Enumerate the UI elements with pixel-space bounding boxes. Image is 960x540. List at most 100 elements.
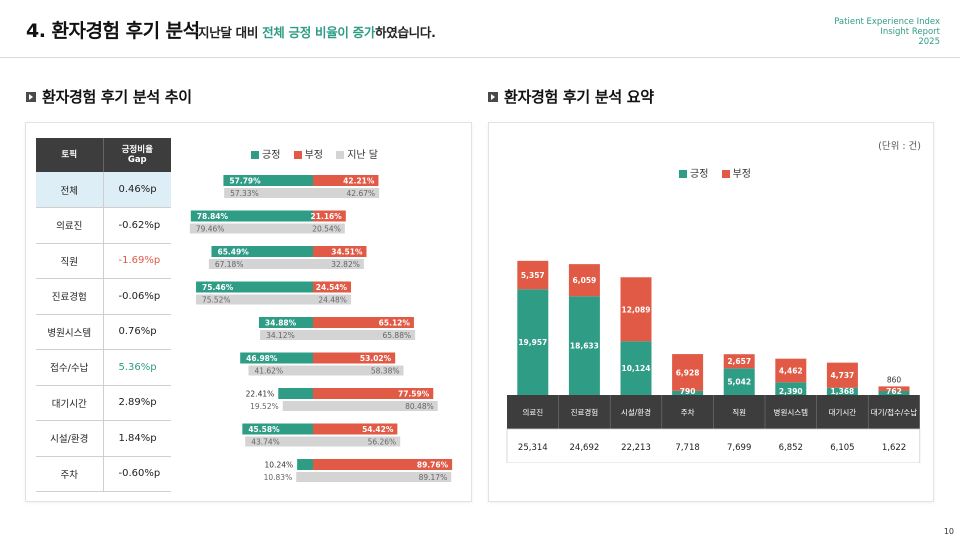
trend-bar-previous-positive <box>260 330 313 340</box>
gap-topic-cell: 전체 <box>36 172 104 208</box>
trend-bar-negative <box>313 210 346 222</box>
right-section-title: 환자경험 후기 분석 요약 <box>488 86 654 107</box>
summary-bar-negative <box>517 260 549 290</box>
summary-bar-negative <box>723 354 755 369</box>
summary-label-negative: 4,737 <box>831 371 855 380</box>
summary-total-value: 24,692 <box>570 443 600 453</box>
trend-bar-negative <box>313 352 396 364</box>
summary-label-negative: 4,462 <box>779 367 803 376</box>
gap-value-cell: 0.76%p <box>103 314 171 350</box>
trend-bar-previous-negative <box>313 188 380 198</box>
gap-topic-cell: 시설/환경 <box>36 420 104 457</box>
summary-legend-negative-swatch <box>721 170 730 178</box>
trend-bar-previous-positive <box>296 472 313 482</box>
trend-bar-previous-positive <box>224 188 313 198</box>
trend-label-previous-positive: 57.33% <box>230 189 259 198</box>
trend-label-negative: 89.76% <box>417 461 449 470</box>
trend-bar-negative <box>313 317 414 328</box>
gap-topic-cell: 진료경험 <box>36 278 104 315</box>
trend-bar-previous-positive <box>189 223 313 234</box>
trend-bar-previous-positive <box>195 294 313 305</box>
summary-bar-positive <box>723 368 755 395</box>
summary-bar-positive <box>620 341 652 395</box>
trend-bar-previous-negative <box>313 330 416 340</box>
trend-label-previous-positive: 79.46% <box>196 225 225 234</box>
legend-previous-label: 지난 달 <box>347 150 378 161</box>
page-subtitle: 지난달 대비 전체 긍정 비율이 증가하였습니다. <box>198 22 436 41</box>
trend-bar-previous-negative <box>313 472 452 482</box>
trend-bar-positive <box>242 423 313 435</box>
page-header: 4. 환자경험 후기 분석 지난달 대비 전체 긍정 비율이 증가하였습니다. … <box>0 0 960 58</box>
trend-label-previous-negative: 56.26% <box>368 438 397 447</box>
summary-table-totals-row <box>506 428 921 463</box>
trend-bar-negative <box>313 459 453 470</box>
brand-line-1: Patient Experience Index <box>834 17 940 27</box>
gap-value-cell: -0.06%p <box>103 278 171 315</box>
summary-category-label: 대기시간 <box>829 407 857 417</box>
gap-table-row: 시설/환경 1.84%p <box>36 420 171 457</box>
legend-positive-swatch <box>251 151 259 159</box>
summary-label-positive: 5,042 <box>727 378 751 387</box>
summary-total-value: 25,314 <box>518 443 548 453</box>
gap-topic-cell: 대기시간 <box>36 385 104 421</box>
summary-category-label: 시설/환경 <box>621 407 651 417</box>
subtitle-post: 하였습니다. <box>375 25 436 40</box>
gap-value-cell: -1.69%p <box>103 243 171 279</box>
legend-positive-label: 긍정 <box>262 150 281 161</box>
section-bullet-icon <box>26 92 36 102</box>
trend-bar-previous-positive <box>208 259 313 269</box>
gap-topic-cell: 의료진 <box>36 207 104 244</box>
page-title: 4. 환자경험 후기 분석 <box>26 20 200 42</box>
gap-table-row: 의료진 -0.62%p <box>36 207 171 244</box>
trend-bar-previous-positive <box>245 436 313 447</box>
summary-category-label: 주차 <box>681 408 695 417</box>
gap-value-cell: -0.60%p <box>103 456 171 492</box>
gap-value-cell: -0.62%p <box>103 207 171 244</box>
trend-bar-previous-negative <box>313 436 401 447</box>
section-bullet-icon <box>488 92 498 102</box>
legend-negative-swatch <box>293 151 302 159</box>
trend-bar-negative <box>313 175 379 186</box>
unit-label: (단위 : 건) <box>878 141 921 152</box>
trend-label-previous-negative: 24.48% <box>318 296 347 305</box>
trend-label-previous-positive: 10.83% <box>264 473 293 482</box>
summary-label-negative: 5,357 <box>521 271 545 280</box>
trend-label-positive: 65.49% <box>217 248 249 257</box>
trend-label-previous-positive: 43.74% <box>251 438 280 447</box>
right-section-title-text: 환자경험 후기 분석 요약 <box>504 88 654 106</box>
trend-bar-negative <box>313 281 352 293</box>
gap-table-row: 직원 -1.69%p <box>36 243 171 279</box>
trend-label-negative: 34.51% <box>331 248 363 257</box>
trend-label-negative: 65.12% <box>379 319 411 328</box>
gap-topic-cell: 직원 <box>36 243 104 279</box>
summary-bar-positive <box>672 390 704 395</box>
gap-table-row: 접수/수납 5.36%p <box>36 349 171 386</box>
summary-chart: 19,957 5,357 18,633 6,059 10,124 12,089 790 6,9… <box>506 260 921 463</box>
gap-value-cell: 5.36%p <box>103 349 171 386</box>
summary-bar-negative <box>620 277 652 342</box>
page-number: 10 <box>943 527 954 536</box>
summary-bar-negative <box>568 264 600 297</box>
summary-legend: 긍정 부정 <box>679 165 761 180</box>
summary-label-negative: 2,657 <box>727 357 751 366</box>
gap-table-row: 대기시간 2.89%p <box>36 385 171 421</box>
gap-topic-cell: 병원시스템 <box>36 314 104 350</box>
trend-chart: 57.79% 42.21% 57.33% 42.67% 78.84% 21.16% 79.4… <box>189 175 453 482</box>
trend-label-previous-positive: 41.62% <box>254 367 283 376</box>
trend-label-positive: 10.24% <box>265 461 294 470</box>
summary-legend-positive: 긍정 <box>679 169 708 180</box>
summary-total-value: 7,718 <box>675 443 699 453</box>
summary-label-positive: 2,390 <box>779 387 803 396</box>
summary-label-positive: 762 <box>886 387 902 396</box>
trend-label-positive: 34.88% <box>265 319 297 328</box>
summary-label-negative: 6,059 <box>573 276 597 285</box>
summary-bar-positive <box>517 289 549 395</box>
summary-panel: (단위 : 건) 긍정 부정 19,957 5,357 18,633 6,059 10,… <box>488 122 934 502</box>
trend-bar-previous-negative <box>313 401 438 411</box>
summary-label-negative: 12,089 <box>622 305 651 314</box>
trend-label-previous-positive: 75.52% <box>202 296 231 305</box>
trend-label-negative: 54.42% <box>362 425 394 434</box>
summary-bar-negative <box>826 362 858 388</box>
summary-legend-positive-swatch <box>679 170 687 178</box>
trend-label-previous-negative: 80.48% <box>405 402 434 411</box>
